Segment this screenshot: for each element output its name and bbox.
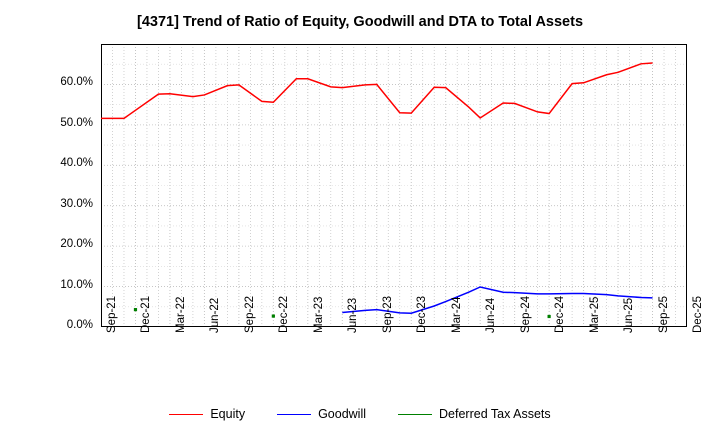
y-axis-tick-label: 0.0% [66, 319, 93, 331]
x-axis-tick-label: Sep-25 [657, 295, 670, 333]
legend-label: Equity [210, 407, 246, 421]
x-axis-tick-label: Sep-21 [106, 295, 118, 333]
legend-item[interactable]: Deferred Tax Assets [398, 407, 551, 421]
x-axis-tick-label: Dec-21 [140, 295, 153, 333]
x-axis-tick-label: Jun-23 [347, 297, 360, 333]
x-axis-tick-label: Jun-25 [623, 297, 636, 333]
y-axis-tick-label: 20.0% [60, 238, 93, 251]
x-axis-tick-label: Jun-24 [485, 297, 498, 333]
chart-title: [4371] Trend of Ratio of Equity, Goodwil… [136, 14, 584, 30]
legend-swatch [169, 413, 204, 415]
legend-item[interactable]: Goodwill [277, 407, 366, 421]
x-axis-tick-label: Mar-22 [174, 296, 187, 333]
y-axis-tick-label: 40.0% [60, 157, 93, 170]
x-axis-tick-label: Jun-22 [209, 297, 222, 333]
x-axis-tick-label: Dec-24 [554, 295, 567, 333]
legend-label: Goodwill [318, 407, 367, 421]
legend-label: Deferred Tax Assets [439, 407, 551, 421]
x-axis-tick-label: Sep-24 [519, 295, 532, 333]
x-axis-tick-label: Dec-23 [416, 295, 429, 333]
chart-legend: Equity Goodwill Deferred Tax Assets [0, 402, 720, 426]
legend-swatch [398, 413, 433, 415]
x-axis-tick-label: Mar-23 [312, 296, 325, 333]
x-axis-tick-label: Dec-22 [278, 295, 291, 333]
x-axis-tick-label: Mar-24 [450, 296, 463, 333]
legend-swatch [277, 413, 312, 415]
x-axis-tick-label: Dec-25 [692, 295, 704, 333]
y-axis-tick-label: 10.0% [60, 278, 93, 291]
x-axis-tick-label: Mar-25 [588, 296, 601, 333]
x-axis-tick-label: Sep-23 [381, 295, 394, 333]
x-axis-tick-label: Sep-22 [243, 295, 256, 333]
legend-item[interactable]: Equity [169, 407, 245, 421]
plot-svg [101, 44, 687, 327]
plot-area [101, 44, 687, 327]
y-axis-tick-label: 30.0% [60, 197, 93, 210]
y-axis-tick-label: 60.0% [60, 76, 93, 89]
y-axis-tick-label: 50.0% [60, 116, 93, 129]
